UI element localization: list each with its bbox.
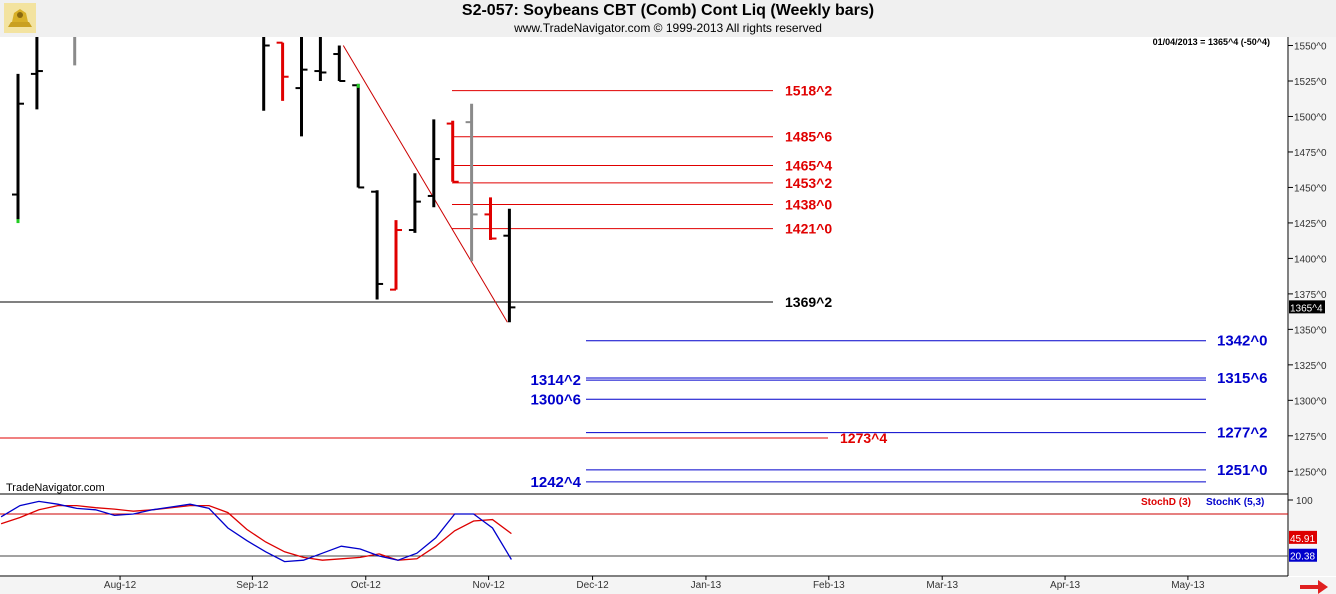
target-label: 1242^4 (531, 474, 582, 491)
resistance-label: 1438^0 (785, 196, 832, 212)
y-tick-label: 1500^0 (1294, 112, 1327, 123)
target-label: 1314^2 (531, 372, 581, 389)
resistance-label: 1465^4 (785, 157, 832, 173)
stoch-value-tag (1289, 530, 1317, 544)
stoch-series-line (0, 504, 512, 561)
stoch-legend-d: StochD (3) (1141, 497, 1191, 508)
price-axis: 1250^0 1275^0 1300^0 1325^0 1350^0 1375^0 1400… (1288, 42, 1327, 478)
stoch-series-line (0, 500, 512, 563)
watermark: TradeNavigator.com (6, 482, 105, 494)
stoch-value-text: 20.38 (1290, 552, 1315, 563)
target-label: 1342^0 (1217, 333, 1267, 350)
x-tick-label: Sep-12 (236, 580, 269, 591)
y-tick-label: 1275^0 (1294, 432, 1327, 443)
x-tick-label: Dec-12 (576, 580, 609, 591)
x-tick-label: Mar-13 (926, 580, 958, 591)
stoch-value-text: 45.91 (1290, 534, 1315, 545)
chart-header (0, 0, 1336, 37)
y-tick-label: 1525^0 (1294, 77, 1327, 88)
x-tick-label: Feb-13 (813, 580, 845, 591)
resistance-label: 1485^6 (785, 129, 832, 145)
resistance-label: 1518^2 (785, 83, 832, 99)
level-lines: 1518^2 1485^6 1465^4 1453^2 1438^0 1421^0 1369… (0, 83, 1267, 491)
copyright-text: www.TradeNavigator.com © 1999-2013 All r… (514, 21, 822, 35)
y-tick-label: 1450^0 (1294, 183, 1327, 194)
trade-navigator-logo (4, 3, 36, 33)
y-tick-label: 1425^0 (1294, 219, 1327, 230)
y-tick-label: 1300^0 (1294, 396, 1327, 407)
x-tick-label: Aug-12 (104, 580, 137, 591)
time-axis: Aug-12 Sep-12 Oct-12 Nov-12 Dec-12 Jan-13 Feb-… (104, 576, 1205, 591)
x-tick-label: Apr-13 (1050, 580, 1080, 591)
target-label: 1277^2 (1217, 425, 1267, 442)
x-tick-label: Nov-12 (472, 580, 505, 591)
y-tick-label: 1550^0 (1294, 42, 1327, 53)
scroll-right-arrow-icon[interactable] (1300, 580, 1328, 594)
y-tick-label: 1375^0 (1294, 290, 1327, 301)
resistance-label: 1421^0 (785, 221, 832, 237)
price-bars (12, 37, 516, 323)
stoch-axis: 100 45.91 20.38 (1288, 496, 1317, 563)
target-label: 1300^6 (531, 391, 581, 408)
support-label: 1369^2 (785, 294, 832, 310)
y-tick-label: 1325^0 (1294, 361, 1327, 372)
stochastic-panel: StochD (3) StochK (5,3) (0, 497, 1288, 563)
y-tick-label: 1250^0 (1294, 467, 1327, 478)
y-tick-label: 1350^0 (1294, 325, 1327, 336)
time-axis-panel (0, 577, 1336, 594)
x-tick-label: Oct-12 (351, 580, 381, 591)
x-tick-label: May-13 (1171, 580, 1205, 591)
stoch-legend-k: StochK (5,3) (1206, 497, 1264, 508)
current-price-tag (1289, 300, 1325, 314)
y-tick-label: 1400^0 (1294, 254, 1327, 265)
trendline-group (342, 45, 508, 323)
x-tick-label: Jan-13 (691, 580, 722, 591)
last-bar-info: 01/04/2013 = 1365^4 (-50^4) (1153, 37, 1270, 47)
chart-title: S2-057: Soybeans CBT (Comb) Cont Liq (We… (461, 2, 875, 19)
current-price-text: 1365^4 (1290, 303, 1323, 314)
target-label: 1315^6 (1217, 370, 1267, 387)
resistance-label: 1453^2 (785, 175, 832, 191)
low-label: 1273^4 (840, 430, 887, 446)
target-label: 1251^0 (1217, 462, 1267, 479)
trendline (342, 45, 508, 323)
stoch-value-tag (1289, 548, 1317, 562)
y-tick-label: 1475^0 (1294, 148, 1327, 159)
stoch-y-tick-label: 100 (1296, 496, 1313, 507)
